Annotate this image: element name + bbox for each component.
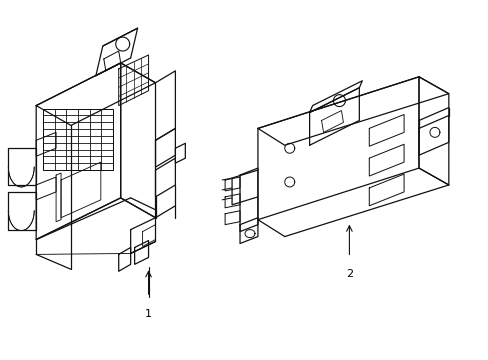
Text: 1: 1 xyxy=(145,309,152,319)
Text: 2: 2 xyxy=(345,269,352,279)
